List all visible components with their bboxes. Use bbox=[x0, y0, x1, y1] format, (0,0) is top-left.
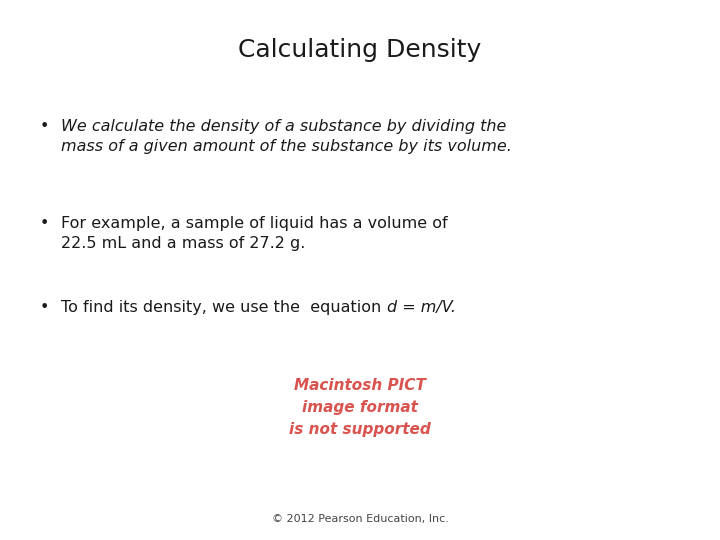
Text: We calculate the density of a substance by dividing the
mass of a given amount o: We calculate the density of a substance … bbox=[61, 119, 512, 154]
Text: © 2012 Pearson Education, Inc.: © 2012 Pearson Education, Inc. bbox=[271, 514, 449, 524]
Text: •: • bbox=[40, 300, 49, 315]
Text: d = m/V.: d = m/V. bbox=[387, 300, 456, 315]
Text: Macintosh PICT
image format
is not supported: Macintosh PICT image format is not suppo… bbox=[289, 378, 431, 437]
Text: •: • bbox=[40, 216, 49, 231]
Text: For example, a sample of liquid has a volume of
22.5 mL and a mass of 27.2 g.: For example, a sample of liquid has a vo… bbox=[61, 216, 448, 252]
Text: To find its density, we use the  equation: To find its density, we use the equation bbox=[61, 300, 387, 315]
Text: •: • bbox=[40, 119, 49, 134]
Text: Calculating Density: Calculating Density bbox=[238, 38, 482, 62]
